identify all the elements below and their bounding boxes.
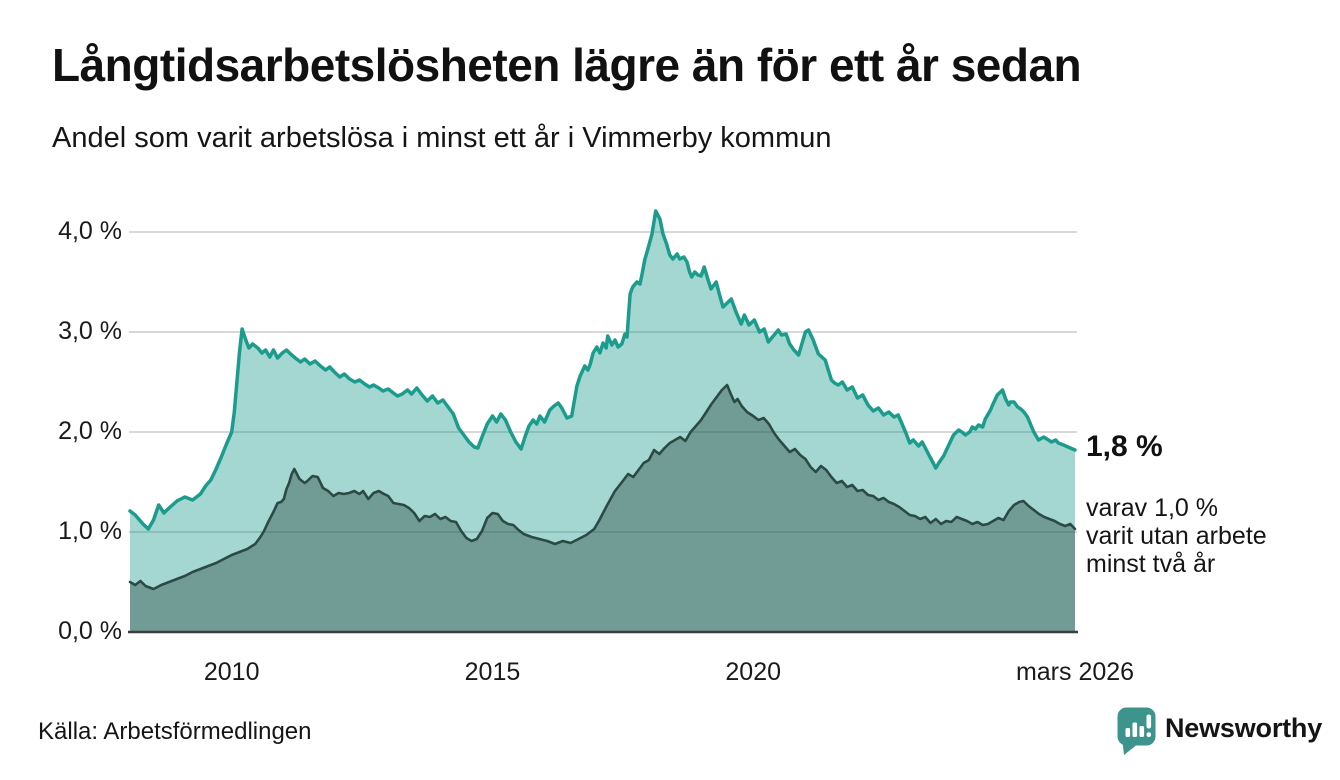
y-tick-label: 3,0 % [58,317,122,345]
y-tick-label: 4,0 % [58,217,122,245]
x-tick-label: mars 2026 [1015,658,1135,686]
y-tick-label: 1,0 % [58,517,122,545]
newsworthy-logo: Newsworthy [1116,706,1322,756]
y-tick-label: 2,0 % [58,417,122,445]
x-tick-label: 2015 [464,658,521,686]
series-line-minst-ett-ar [128,209,1077,531]
newsworthy-logo-text: Newsworthy [1165,713,1323,743]
annotation-text: varav 1,0 % varit utan arbete minst två … [1086,494,1267,578]
latest-value-label: 1,8 % [1086,430,1163,463]
source-label: Källa: Arbetsförmedlingen [38,718,312,745]
page-title: Långtidsarbetslösheten lägre än för ett … [52,39,1082,91]
x-tick-label: 2020 [725,658,782,686]
newsworthy-logo-icon [1117,707,1156,755]
y-tick-label: 0,0 % [58,617,122,645]
series-line-minst-tva-ar [128,383,1077,591]
series-area-minst-ett-ar [130,211,1075,632]
series-area-minst-tva-ar [130,385,1075,632]
x-tick-label: 2010 [203,658,260,686]
page-subtitle: Andel som varit arbetslösa i minst ett å… [52,122,832,154]
